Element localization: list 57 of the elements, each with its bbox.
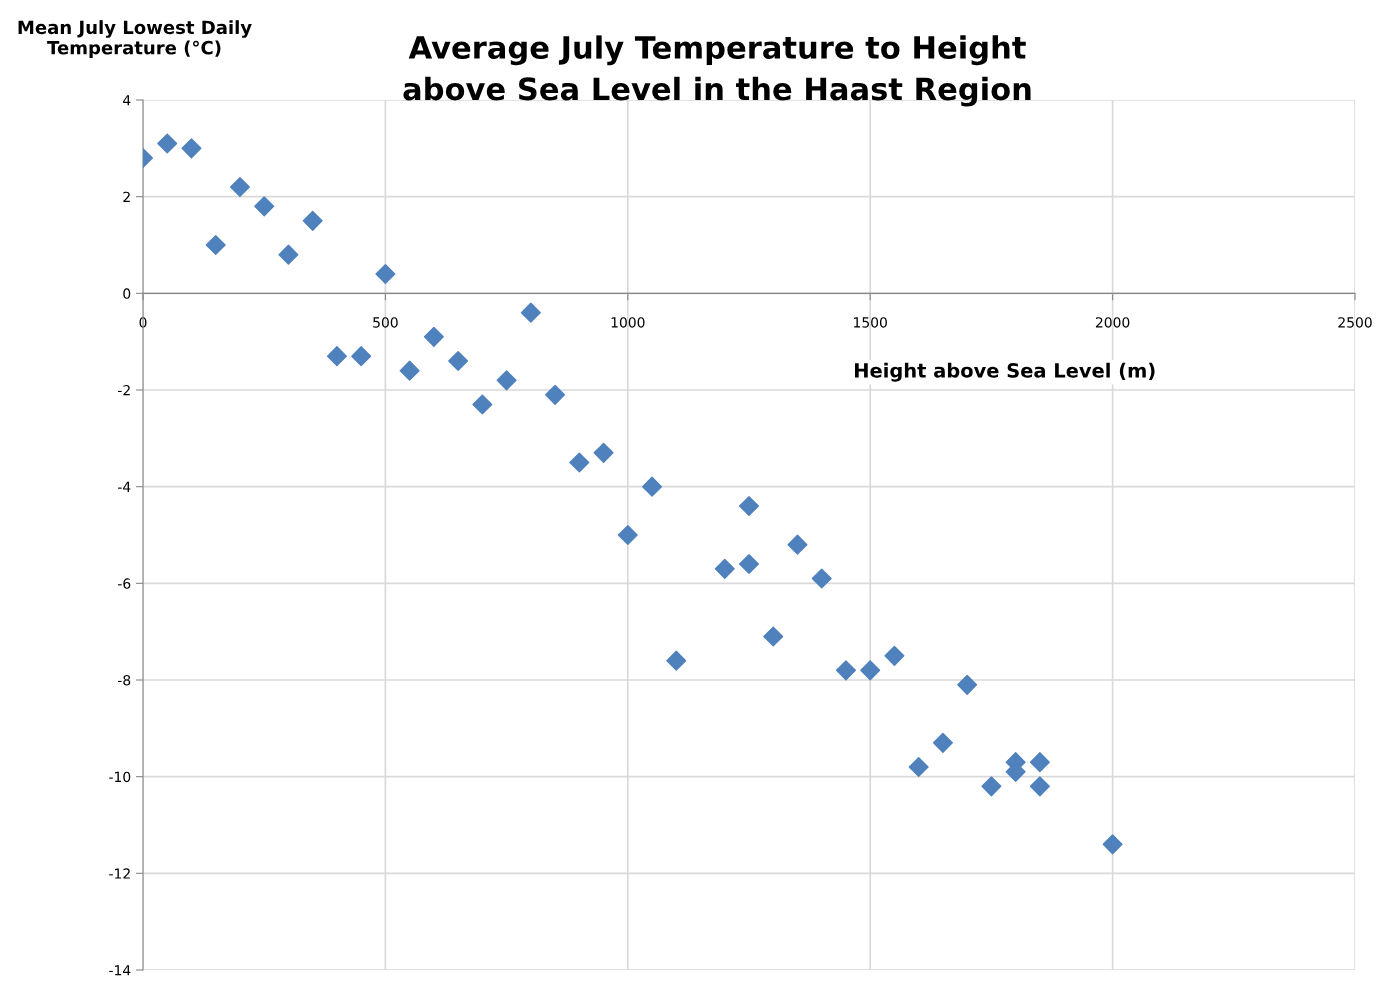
point [860, 660, 881, 681]
x-tick-label: 500 [373, 317, 398, 328]
y-axis-title: Mean July Lowest Daily Temperature (°C) [18, 20, 252, 59]
y-tick-label: 2 [123, 191, 130, 202]
point [229, 176, 250, 198]
y-tick-label: -14 [109, 965, 131, 976]
y-tick-label: 0 [123, 288, 131, 299]
y-tick-label: -8 [118, 674, 131, 686]
point [302, 210, 323, 231]
point [714, 558, 735, 579]
point [1029, 776, 1050, 797]
point [399, 360, 420, 381]
x-tick-label: 2000 [1095, 317, 1130, 328]
chart-title: Average July Temperature to Height above Sea Level in the Haast Region [403, 35, 1031, 107]
point [738, 553, 760, 575]
point [375, 263, 396, 285]
point [326, 346, 347, 367]
y-tick-label: -2 [118, 384, 130, 396]
point [908, 756, 929, 778]
point [520, 302, 541, 323]
point [932, 732, 953, 753]
point [981, 776, 1002, 797]
point [157, 133, 178, 154]
point [472, 394, 493, 415]
point [254, 196, 275, 217]
point [593, 442, 614, 463]
x-tick-label: 1500 [854, 317, 887, 328]
point [545, 384, 566, 405]
point [884, 645, 905, 666]
point [1029, 752, 1050, 773]
point [351, 346, 372, 367]
point [448, 350, 469, 372]
point [738, 495, 760, 517]
point [181, 138, 202, 159]
y-tick-label: 4 [123, 95, 131, 106]
point [763, 626, 784, 647]
point [835, 660, 856, 681]
y-tick-label: -6 [118, 578, 131, 589]
point [787, 534, 808, 555]
point [617, 524, 638, 546]
x-tick-label: 0 [139, 317, 147, 328]
x-tick-label: 1000 [611, 317, 645, 328]
point [423, 326, 444, 347]
point [569, 452, 590, 473]
y-tick-label: -4 [118, 481, 131, 492]
point [642, 476, 663, 497]
point [957, 674, 978, 695]
point [811, 568, 832, 589]
y-tick-label: -10 [109, 771, 131, 783]
x-axis-title: Height above Sea Level (m) [855, 362, 1155, 382]
y-tick-label: -12 [109, 868, 130, 879]
point [496, 370, 517, 391]
point [666, 650, 687, 671]
point [1102, 834, 1123, 855]
point [205, 234, 226, 256]
point [278, 244, 299, 265]
x-tick-label: 2500 [1338, 317, 1372, 328]
